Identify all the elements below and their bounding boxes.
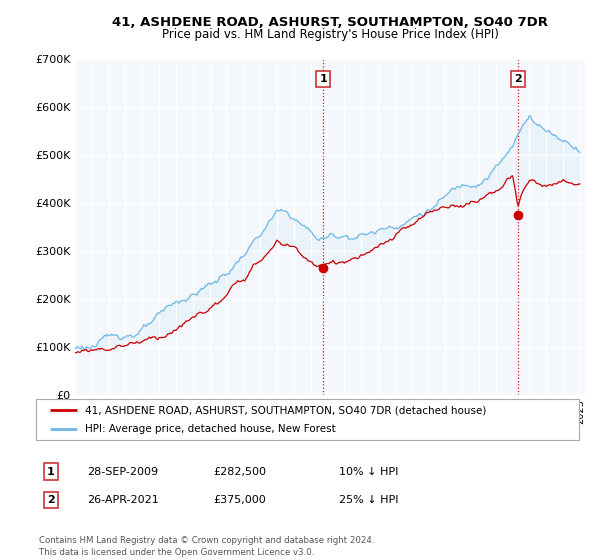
Text: Price paid vs. HM Land Registry's House Price Index (HPI): Price paid vs. HM Land Registry's House …	[161, 28, 499, 41]
Text: 41, ASHDENE ROAD, ASHURST, SOUTHAMPTON, SO40 7DR (detached house): 41, ASHDENE ROAD, ASHURST, SOUTHAMPTON, …	[85, 405, 486, 415]
Text: 26-APR-2021: 26-APR-2021	[87, 495, 159, 505]
Text: 25% ↓ HPI: 25% ↓ HPI	[339, 495, 398, 505]
Text: 10% ↓ HPI: 10% ↓ HPI	[339, 466, 398, 477]
Text: £282,500: £282,500	[213, 466, 266, 477]
Text: Contains HM Land Registry data © Crown copyright and database right 2024.
This d: Contains HM Land Registry data © Crown c…	[39, 536, 374, 557]
Text: 1: 1	[47, 466, 55, 477]
Text: HPI: Average price, detached house, New Forest: HPI: Average price, detached house, New …	[85, 424, 335, 433]
Text: 2: 2	[514, 74, 522, 84]
Text: 28-SEP-2009: 28-SEP-2009	[87, 466, 158, 477]
FancyBboxPatch shape	[36, 399, 579, 440]
Text: 1: 1	[319, 74, 327, 84]
Text: 41, ASHDENE ROAD, ASHURST, SOUTHAMPTON, SO40 7DR: 41, ASHDENE ROAD, ASHURST, SOUTHAMPTON, …	[112, 16, 548, 29]
Text: £375,000: £375,000	[213, 495, 266, 505]
Text: 2: 2	[47, 495, 55, 505]
